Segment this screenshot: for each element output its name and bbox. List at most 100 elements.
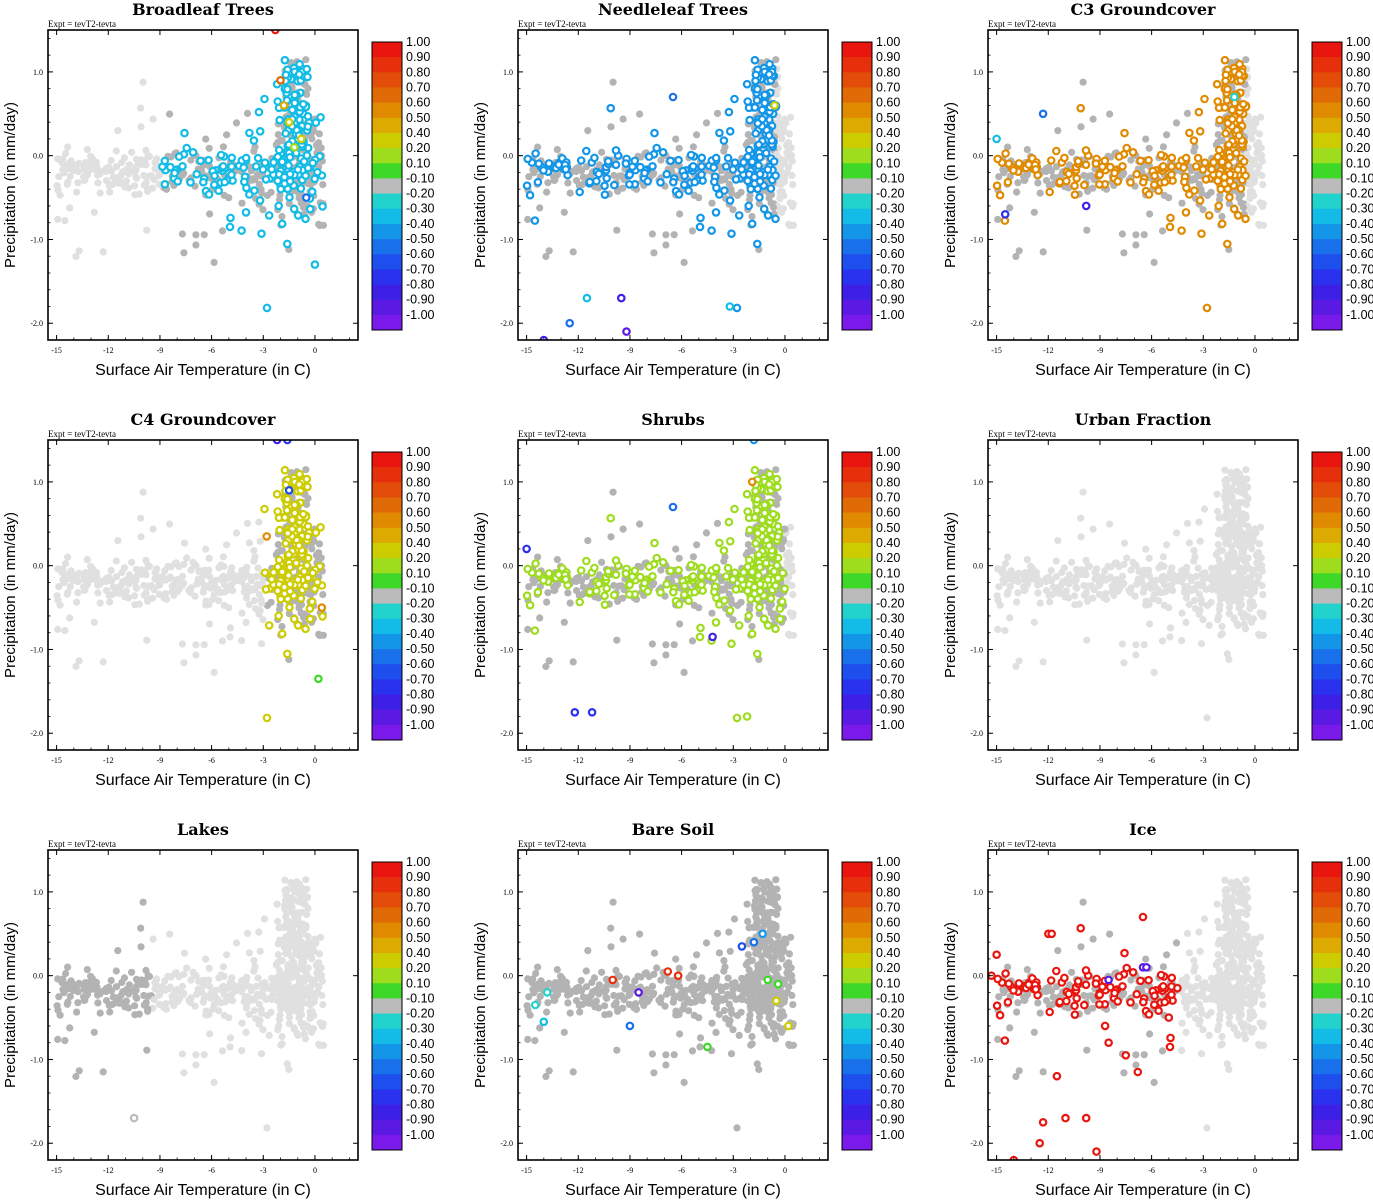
scatter-point — [211, 583, 219, 592]
scatter-point — [96, 189, 104, 197]
scatter-point — [54, 625, 62, 634]
scatter-point — [542, 662, 550, 671]
colorbar-label: 0.60 — [406, 506, 430, 520]
scatter-point-highlight — [282, 649, 292, 659]
colorbar-label: 0.80 — [406, 65, 430, 79]
scatter-point-highlight — [1177, 226, 1186, 235]
scatter-point-highlight — [747, 477, 757, 487]
scatter-point — [107, 577, 116, 585]
scatter-point-highlight — [750, 55, 760, 65]
plot-frame — [47, 29, 359, 341]
scatter-point-highlight — [281, 539, 291, 548]
scatter-point-highlight — [611, 556, 621, 565]
y-axis-label: Precipitation (in mm/day) — [2, 512, 19, 678]
scatter-point-highlight — [650, 128, 659, 138]
scatter-point-highlight — [1156, 150, 1166, 160]
scatter-point — [175, 563, 183, 571]
y-tick-label: -2.0 — [30, 319, 43, 328]
scatter-point — [719, 585, 727, 593]
scatter-point — [108, 180, 116, 189]
scatter-point-highlight — [635, 572, 645, 582]
colorbar-label: -1.00 — [1346, 308, 1373, 322]
scatter-point — [168, 588, 176, 596]
x-tick-label: -9 — [627, 756, 634, 765]
scatter-point-highlight — [763, 575, 773, 584]
colorbar-swatch — [842, 603, 872, 620]
colorbar-swatch — [372, 573, 402, 589]
scatter-point-highlight — [196, 156, 205, 166]
scatter-point — [125, 580, 133, 588]
scatter-point-highlight — [1233, 165, 1243, 174]
scatter-point-highlight — [287, 105, 297, 115]
scatter-point — [64, 178, 72, 186]
scatter-point — [150, 176, 158, 184]
scatter-point-highlight — [1070, 190, 1080, 200]
scatter-point-highlight — [668, 92, 678, 102]
scatter-point — [688, 637, 697, 645]
scatter-point-highlight — [276, 184, 286, 194]
scatter-point — [713, 519, 722, 528]
scatter-point — [783, 168, 792, 176]
colorbar-swatch — [372, 42, 402, 58]
scatter-point — [577, 577, 586, 585]
scatter-point-highlight — [1224, 161, 1233, 170]
scatter-point-highlight — [523, 154, 533, 164]
scatter-point-highlight — [310, 584, 320, 594]
scatter-point-highlight — [606, 513, 616, 523]
scatter-point — [613, 226, 621, 234]
colorbar-swatch — [842, 178, 872, 194]
scatter-point — [257, 640, 266, 648]
colorbar-swatch — [372, 193, 402, 210]
scatter-point — [90, 618, 98, 626]
colorbar-swatch — [842, 512, 872, 529]
scatter-point-highlight — [285, 193, 294, 202]
scatter-point-highlight — [760, 508, 770, 518]
scatter-point-highlight — [697, 170, 706, 180]
y-tick-label: -2.0 — [500, 319, 513, 328]
scatter-point-highlight — [1213, 97, 1223, 106]
colorbar-swatch — [372, 527, 402, 544]
scatter-point-highlight — [992, 134, 1001, 144]
scatter-point-highlight — [303, 122, 313, 131]
scatter-point — [615, 582, 623, 590]
scatter-point-highlight — [273, 97, 283, 106]
scatter-point — [650, 579, 658, 587]
scatter-point-highlight — [257, 229, 266, 239]
scatter-point — [144, 185, 152, 193]
scatter-point — [149, 115, 157, 123]
scatter-point-highlight — [274, 611, 284, 621]
scatter-point-highlight — [254, 107, 264, 117]
colorbar-label: -0.90 — [1346, 293, 1373, 307]
scatter-point-highlight — [267, 165, 277, 174]
scatter-point-highlight — [280, 582, 289, 592]
colorbar: 1.000.900.800.700.600.500.400.200.10-0.1… — [371, 445, 435, 741]
scatter-point — [267, 188, 275, 196]
scatter-point — [693, 131, 701, 139]
scatter-point-highlight — [752, 239, 762, 249]
scatter-point-highlight — [277, 567, 287, 577]
scatter-point-highlight — [262, 303, 272, 313]
scatter-point-highlight — [744, 201, 754, 211]
y-axis-label: Precipitation (in mm/day) — [472, 512, 489, 678]
scatter-point — [607, 533, 615, 541]
colorbar-swatch — [1312, 132, 1342, 149]
scatter-point-highlight — [1181, 208, 1191, 217]
scatter-point-highlight — [178, 162, 187, 171]
scatter-point — [196, 567, 205, 575]
scatter-point-highlight — [204, 190, 214, 199]
scatter-point — [249, 585, 257, 593]
scatter-point — [275, 606, 284, 614]
colorbar-label: 0.80 — [1346, 65, 1370, 79]
colorbar-label: 0.60 — [1346, 96, 1370, 110]
scatter-point-highlight — [533, 587, 543, 597]
scatter-point-highlight — [284, 117, 294, 127]
scatter-point-highlight — [711, 618, 721, 627]
scatter-point — [1146, 210, 1154, 218]
scatter-point-highlight — [301, 171, 310, 181]
scatter-point-highlight — [565, 318, 575, 328]
scatter-point-highlight — [775, 614, 785, 624]
colorbar-swatch — [372, 542, 402, 559]
scatter-point — [232, 119, 241, 127]
scatter-point-highlight — [316, 113, 325, 122]
colorbar-label: -0.40 — [1346, 217, 1373, 231]
